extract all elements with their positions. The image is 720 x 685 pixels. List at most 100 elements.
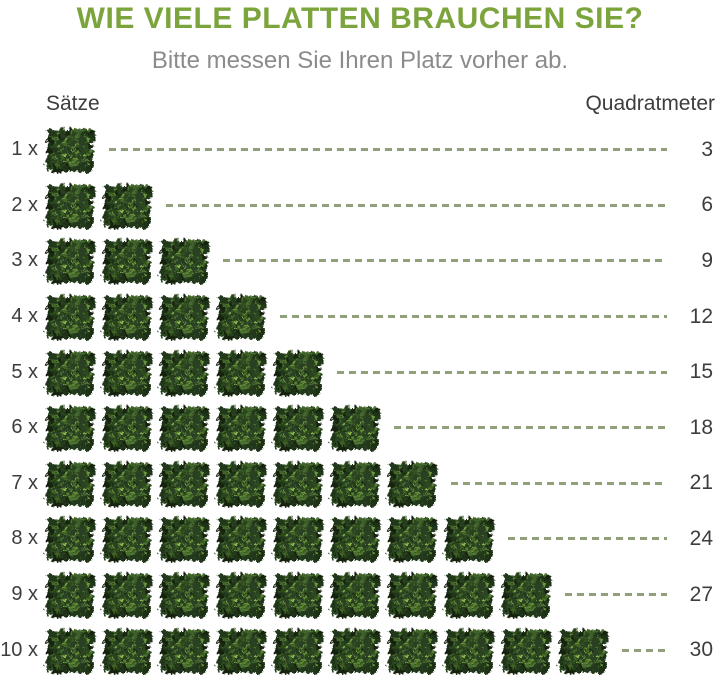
hedge-panel-icon	[328, 625, 383, 676]
hedge-panel-icon	[157, 291, 212, 342]
hedge-group	[43, 458, 442, 509]
pictogram-row: 3 x 9	[0, 233, 720, 289]
row-squaremeter-value: 18	[689, 415, 713, 439]
hedge-panel-icon	[214, 291, 269, 342]
row-squaremeter-value: 6	[701, 193, 713, 217]
hedge-panel-icon	[100, 347, 155, 398]
hedge-panel-icon	[271, 402, 326, 453]
hedge-panel-icon	[328, 402, 383, 453]
hedge-group	[43, 625, 613, 676]
hedge-panel-icon	[442, 513, 497, 564]
dashed-leader-line	[337, 370, 667, 374]
hedge-group	[43, 513, 499, 564]
hedge-panel-icon	[271, 569, 326, 620]
hedge-panel-icon	[328, 458, 383, 509]
hedge-panel-icon	[271, 347, 326, 398]
hedge-panel-icon	[157, 347, 212, 398]
hedge-group	[43, 402, 385, 453]
hedge-panel-icon	[442, 569, 497, 620]
hedge-panel-icon	[214, 569, 269, 620]
hedge-panel-icon	[100, 235, 155, 286]
hedge-panel-icon	[100, 458, 155, 509]
hedge-panel-icon	[499, 569, 554, 620]
pictogram-row: 9 x 27	[0, 567, 720, 623]
hedge-panel-icon	[100, 625, 155, 676]
row-sets-label: 3 x	[11, 249, 38, 272]
row-squaremeter-value: 21	[689, 471, 713, 495]
hedge-panel-icon	[214, 625, 269, 676]
hedge-panel-icon	[214, 513, 269, 564]
row-squaremeter-value: 15	[689, 360, 713, 384]
page-title: WIE VIELE PLATTEN BRAUCHEN SIE?	[76, 2, 644, 35]
hedge-panel-icon	[157, 569, 212, 620]
hedge-panel-icon	[43, 235, 98, 286]
pictogram-row: 6 x 18	[0, 400, 720, 456]
row-squaremeter-value: 27	[689, 582, 713, 606]
dashed-leader-line	[166, 203, 667, 207]
hedge-panel-icon	[271, 458, 326, 509]
hedge-group	[43, 124, 100, 175]
hedge-panel-icon	[43, 458, 98, 509]
row-sets-label: 5 x	[11, 360, 38, 383]
hedge-panel-icon	[43, 124, 98, 175]
pictogram-row: 4 x 12	[0, 289, 720, 345]
hedge-panel-icon	[328, 513, 383, 564]
hedge-group	[43, 180, 157, 231]
hedge-panel-icon	[157, 235, 212, 286]
pictogram-row: 8 x 24	[0, 511, 720, 567]
hedge-panel-icon	[157, 458, 212, 509]
hedge-panel-icon	[100, 513, 155, 564]
dashed-leader-line	[280, 315, 667, 319]
hedge-panel-icon	[157, 402, 212, 453]
hedge-panel-icon	[328, 569, 383, 620]
hedge-panel-icon	[385, 625, 440, 676]
hedge-panel-icon	[43, 180, 98, 231]
hedge-panel-icon	[100, 291, 155, 342]
pictogram-row: 1 x 3	[0, 122, 720, 178]
hedge-panel-icon	[43, 625, 98, 676]
hedge-panel-icon	[100, 569, 155, 620]
hedge-panel-icon	[100, 180, 155, 231]
column-headers: Sätze Quadratmeter	[0, 92, 720, 116]
hedge-panel-icon	[214, 402, 269, 453]
hedge-panel-icon	[43, 569, 98, 620]
dashed-leader-line	[109, 148, 667, 152]
pictogram-row: 7 x 21	[0, 456, 720, 512]
row-sets-label: 9 x	[11, 583, 38, 606]
row-squaremeter-value: 30	[689, 638, 713, 662]
page-subtitle: Bitte messen Sie Ihren Platz vorher ab.	[151, 47, 569, 74]
pictogram-rows: 1 x 3 2 x 6 3 x 9 4 x 12 5 x 15 6 x 18 7…	[0, 122, 720, 678]
row-squaremeter-value: 24	[689, 526, 713, 550]
row-squaremeter-value: 3	[701, 137, 713, 161]
hedge-panel-icon	[100, 402, 155, 453]
hedge-panel-icon	[43, 402, 98, 453]
hedge-panel-icon	[43, 513, 98, 564]
hedge-group	[43, 347, 328, 398]
dashed-leader-line	[451, 481, 667, 485]
hedge-panel-icon	[43, 347, 98, 398]
dashed-leader-line	[622, 648, 667, 652]
row-sets-label: 2 x	[11, 193, 38, 216]
hedge-panel-icon	[157, 625, 212, 676]
hedge-panel-icon	[214, 347, 269, 398]
hedge-panel-icon	[43, 291, 98, 342]
hedge-panel-icon	[385, 569, 440, 620]
hedge-panel-icon	[499, 625, 554, 676]
row-sets-label: 8 x	[11, 527, 38, 550]
row-sets-label: 10 x	[0, 638, 38, 661]
hedge-panel-icon	[556, 625, 611, 676]
row-sets-label: 6 x	[11, 416, 38, 439]
hedge-group	[43, 235, 214, 286]
dashed-leader-line	[508, 537, 667, 541]
hedge-panel-icon	[157, 513, 212, 564]
hedge-group	[43, 569, 556, 620]
hedge-group	[43, 291, 271, 342]
column-header-sets: Sätze	[46, 92, 100, 115]
dashed-leader-line	[565, 593, 667, 597]
hedge-panel-icon	[271, 625, 326, 676]
hedge-panel-icon	[442, 625, 497, 676]
hedge-panel-icon	[271, 513, 326, 564]
pictogram-row: 5 x 15	[0, 344, 720, 400]
pictogram-row: 10 x 30	[0, 622, 720, 678]
